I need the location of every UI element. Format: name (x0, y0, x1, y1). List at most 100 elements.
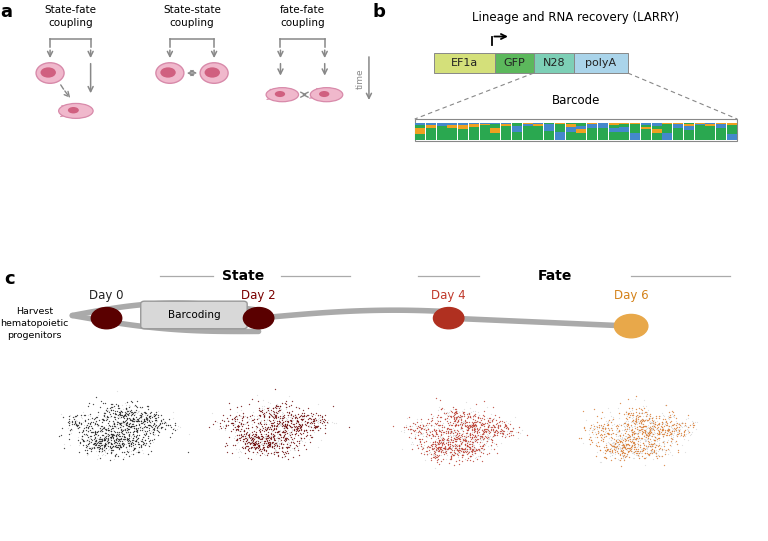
Point (445, 438, 458, 447)
Point (245, 416, 257, 425)
Point (614, 437, 627, 446)
Point (233, 431, 246, 439)
Point (498, 426, 510, 435)
Point (89, 433, 101, 442)
Point (78, 411, 91, 419)
Point (627, 434, 640, 443)
Point (667, 419, 679, 428)
Point (461, 429, 473, 438)
Point (443, 444, 455, 453)
Point (493, 429, 505, 438)
Point (249, 433, 261, 442)
Point (147, 418, 160, 427)
Point (488, 431, 501, 440)
Point (619, 429, 631, 438)
Point (229, 413, 241, 421)
Point (145, 408, 157, 417)
Point (501, 430, 513, 438)
Point (265, 408, 277, 417)
Bar (554, 124, 565, 128)
Point (223, 432, 235, 441)
Point (127, 421, 139, 430)
Point (631, 434, 643, 443)
Point (425, 413, 438, 422)
Point (656, 444, 668, 453)
Point (310, 408, 322, 417)
Point (492, 424, 505, 433)
Point (622, 448, 634, 457)
Point (486, 421, 498, 430)
Point (452, 456, 465, 464)
Point (665, 434, 677, 443)
Point (281, 424, 293, 433)
Point (71, 421, 83, 430)
Point (430, 430, 442, 438)
Point (276, 443, 289, 451)
Point (616, 437, 628, 446)
Point (114, 419, 126, 428)
Point (223, 410, 236, 419)
Point (432, 445, 444, 454)
Point (101, 432, 114, 440)
Point (71, 411, 84, 420)
Point (421, 428, 433, 437)
Point (279, 423, 291, 432)
Point (126, 410, 138, 419)
Point (432, 440, 444, 448)
Point (116, 427, 128, 436)
Point (466, 431, 478, 439)
Point (455, 438, 467, 447)
Point (633, 421, 645, 430)
Point (300, 420, 312, 429)
Point (228, 434, 240, 443)
Point (641, 432, 653, 441)
Point (677, 428, 690, 437)
Point (450, 437, 462, 446)
Point (451, 434, 463, 443)
Point (614, 432, 626, 440)
Point (272, 407, 284, 415)
Point (399, 423, 412, 432)
Point (131, 427, 143, 436)
Point (147, 425, 160, 434)
Point (312, 425, 324, 434)
Point (601, 446, 613, 454)
Point (312, 417, 324, 425)
Bar (651, 123, 661, 126)
Point (82, 423, 94, 432)
Point (425, 456, 437, 464)
Point (433, 436, 445, 445)
Point (594, 425, 607, 434)
Point (671, 432, 684, 441)
Point (162, 421, 174, 430)
Point (138, 440, 151, 449)
Point (94, 426, 106, 435)
Point (74, 439, 86, 448)
Point (449, 407, 462, 416)
Point (635, 420, 647, 428)
Point (230, 436, 243, 444)
Point (487, 432, 499, 441)
Point (300, 420, 312, 429)
Point (266, 439, 279, 448)
Point (462, 439, 475, 448)
Point (120, 443, 132, 452)
Point (475, 457, 488, 465)
Point (425, 430, 438, 439)
Point (457, 451, 469, 460)
Bar (501, 124, 511, 126)
Point (511, 427, 524, 436)
Point (118, 441, 130, 450)
Point (118, 413, 131, 422)
Point (657, 419, 669, 427)
Point (111, 430, 123, 438)
Point (598, 430, 610, 438)
Point (214, 421, 226, 430)
Point (106, 419, 118, 427)
Point (626, 441, 638, 450)
Point (614, 436, 627, 445)
Point (416, 420, 429, 428)
Point (239, 444, 251, 452)
Point (485, 416, 498, 425)
Point (642, 434, 654, 443)
